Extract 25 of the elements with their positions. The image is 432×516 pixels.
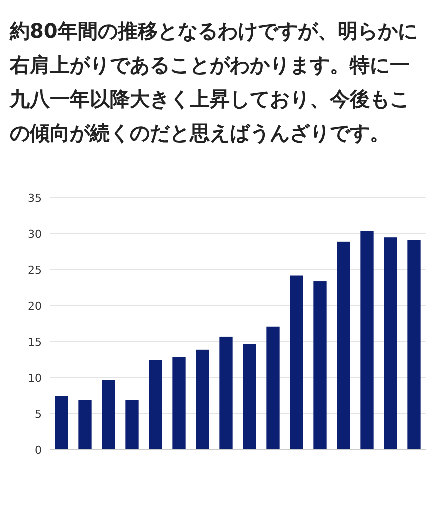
y-tick-label: 30 (28, 228, 42, 241)
bar (337, 242, 350, 450)
y-tick-label: 25 (28, 264, 42, 277)
bar (102, 380, 116, 450)
bar (384, 238, 398, 450)
y-tick-label: 15 (28, 336, 42, 349)
bar (126, 400, 139, 450)
bar (314, 282, 327, 450)
bar (78, 400, 92, 450)
bar (266, 326, 280, 450)
bar (149, 360, 162, 450)
bar (243, 344, 256, 450)
bar (290, 276, 304, 450)
y-tick-label: 10 (28, 372, 42, 385)
text: 約80年間の推移となるわけですが、明らかに右肩上がりであることがわかります。特に一九八一年以降大きく上昇しており、今後もこの傾向が続くのだと思えばうんざりです。 (10, 18, 419, 147)
bar (172, 357, 186, 450)
bar (408, 240, 421, 450)
bar (55, 396, 68, 450)
y-tick-label: 5 (35, 408, 42, 421)
bar (196, 350, 210, 450)
y-tick-label: 20 (28, 300, 42, 313)
y-tick-label: 35 (28, 192, 42, 205)
bar (360, 231, 374, 450)
bar (220, 336, 233, 450)
y-tick-label: 0 (35, 444, 42, 457)
